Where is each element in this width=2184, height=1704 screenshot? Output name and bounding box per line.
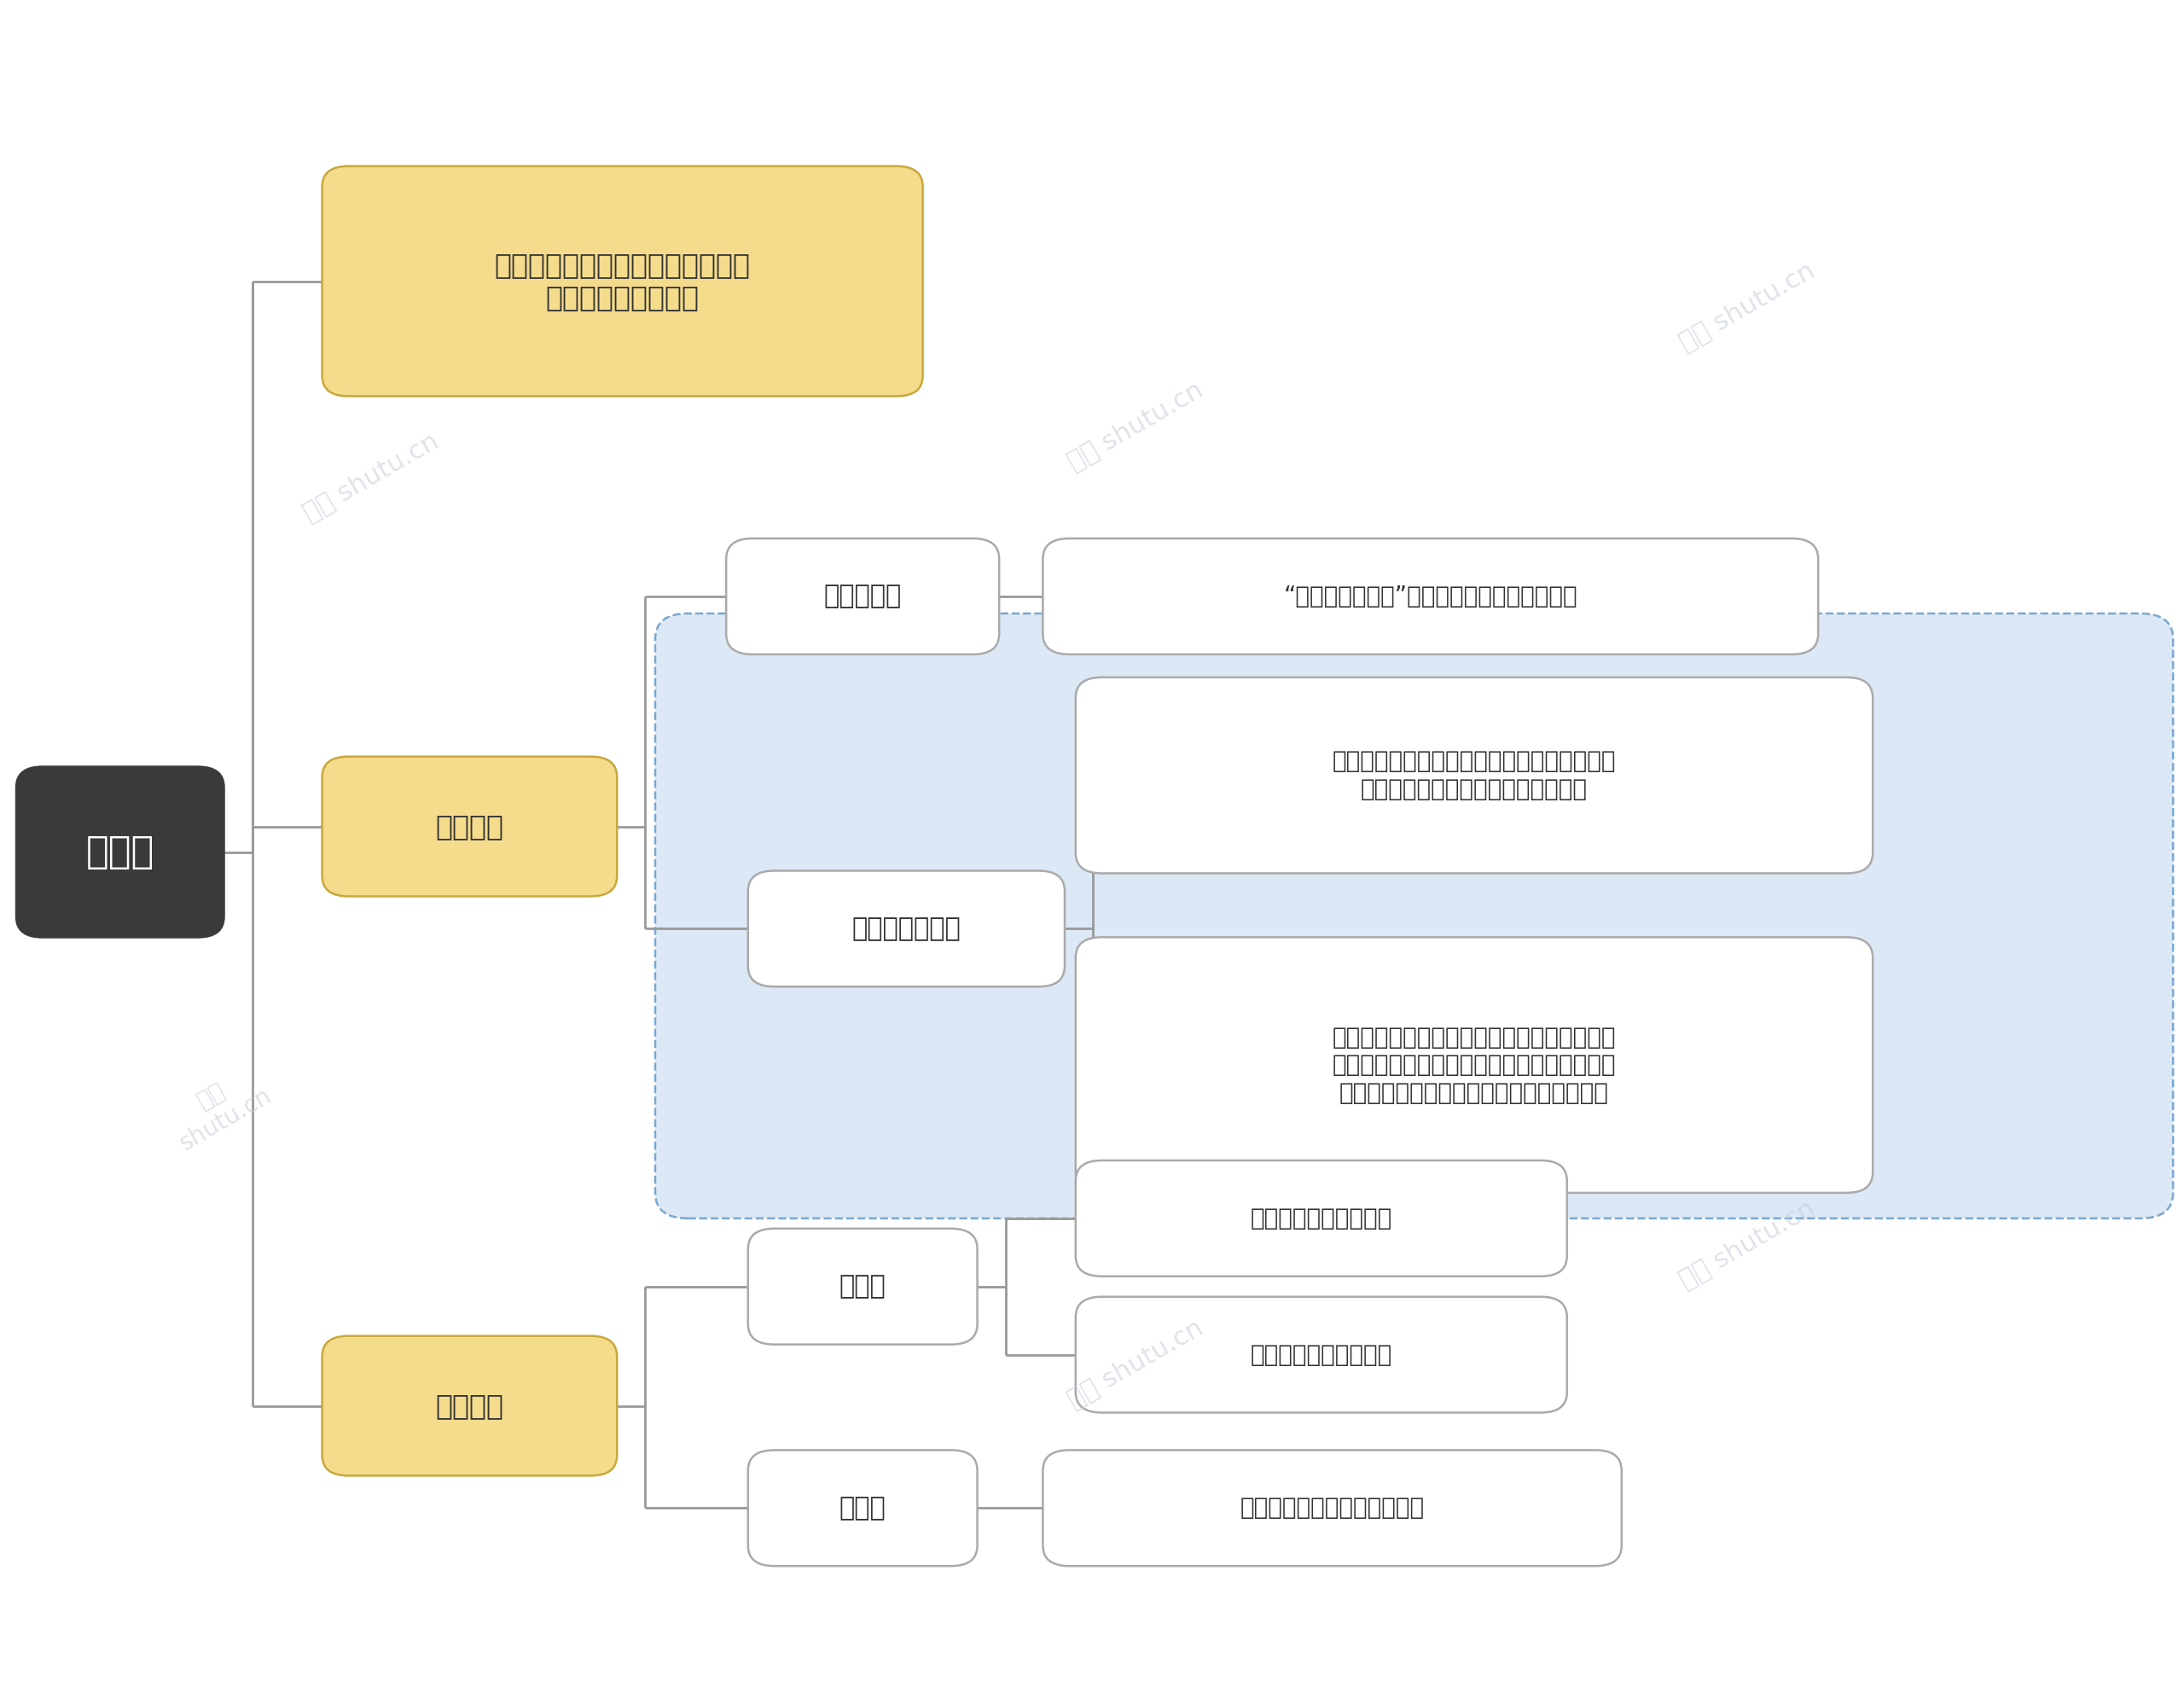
FancyBboxPatch shape <box>655 613 2173 1218</box>
Text: 特定物: 特定物 <box>839 1275 887 1298</box>
FancyBboxPatch shape <box>323 1336 616 1476</box>
Text: 树图
shutu.cn: 树图 shutu.cn <box>162 1060 275 1155</box>
Text: 财物处于所有权人控制范围内，所有权人即使
短暂遗忘，仍视为所有权人在占有。: 财物处于所有权人控制范围内，所有权人即使 短暂遗忘，仍视为所有权人在占有。 <box>1332 750 1616 801</box>
FancyBboxPatch shape <box>1077 937 1874 1193</box>
FancyBboxPatch shape <box>321 167 922 397</box>
Text: 作为方式：变卖、消费: 作为方式：变卖、消费 <box>1251 1206 1391 1230</box>
Text: 树图 shutu.cn: 树图 shutu.cn <box>1675 257 1819 356</box>
Text: 行为结构：将他人所有、自己占有
的东西变成自己所有: 行为结构：将他人所有、自己占有 的东西变成自己所有 <box>494 250 751 312</box>
FancyBboxPatch shape <box>1075 1297 1568 1413</box>
Text: 树图 shutu.cn: 树图 shutu.cn <box>1675 1195 1819 1293</box>
Text: 侵占罪: 侵占罪 <box>85 833 155 871</box>
FancyBboxPatch shape <box>747 1450 978 1566</box>
FancyBboxPatch shape <box>747 1229 978 1344</box>
Text: 不作为方式：拒不返还: 不作为方式：拒不返还 <box>1251 1343 1391 1367</box>
Text: 代为保管物: 代为保管物 <box>823 584 902 608</box>
Text: 所有权人有意埋于地下，具有占有意思，不属
于埋藏物，也不属于遗忘物，仍视为所有权人
在占有，行为人不法取得的，成立盗窃罪。: 所有权人有意埋于地下，具有占有意思，不属 于埋藏物，也不属于遗忘物，仍视为所有权… <box>1332 1026 1616 1104</box>
FancyBboxPatch shape <box>1077 676 1874 872</box>
Text: 树图 shutu.cn: 树图 shutu.cn <box>1064 1314 1208 1413</box>
Text: 树图 shutu.cn: 树图 shutu.cn <box>1064 377 1208 475</box>
FancyBboxPatch shape <box>1044 1450 1621 1566</box>
FancyBboxPatch shape <box>747 871 1066 987</box>
FancyBboxPatch shape <box>725 538 1000 654</box>
FancyBboxPatch shape <box>15 767 223 937</box>
FancyBboxPatch shape <box>323 757 616 896</box>
Text: 种类物: 种类物 <box>839 1496 887 1520</box>
Text: 行为对象: 行为对象 <box>435 813 505 840</box>
FancyBboxPatch shape <box>1044 538 1817 654</box>
Text: 行为方式: 行为方式 <box>435 1392 505 1419</box>
Text: “代为保管的财物”必须是行为人占有的财物。: “代为保管的财物”必须是行为人占有的财物。 <box>1284 584 1577 608</box>
Text: 行使所有权方式只有拒不返还: 行使所有权方式只有拒不返还 <box>1241 1496 1424 1520</box>
FancyBboxPatch shape <box>1075 1160 1568 1276</box>
Text: 遗忘物、埋藏物: 遗忘物、埋藏物 <box>852 917 961 941</box>
Text: 树图 shutu.cn: 树图 shutu.cn <box>299 428 443 527</box>
